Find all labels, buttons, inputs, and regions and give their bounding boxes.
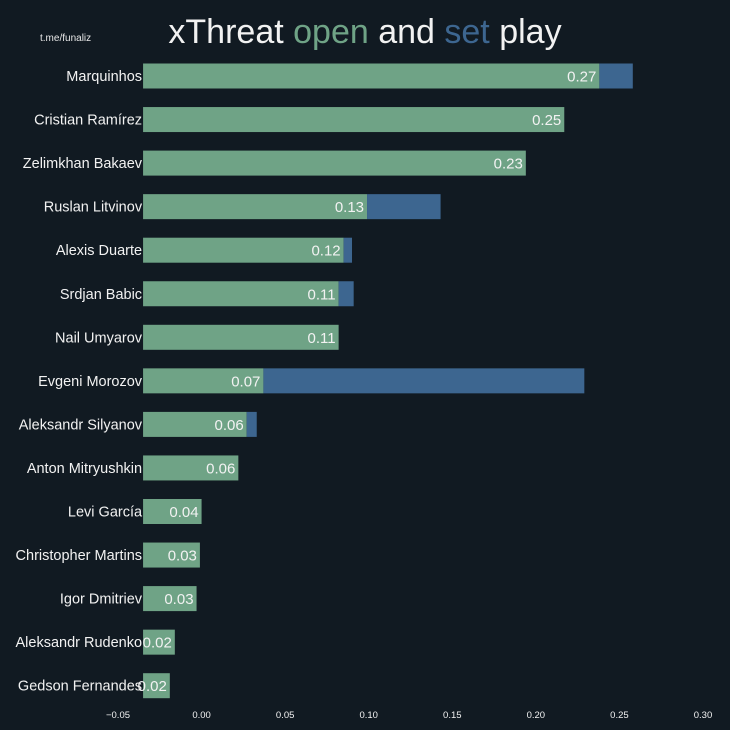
category-label-7: Evgeni Morozov bbox=[38, 374, 143, 390]
bar-set-5 bbox=[338, 281, 354, 307]
bar-open-7 bbox=[143, 368, 264, 394]
x-tick-label-1: 0.00 bbox=[192, 710, 211, 721]
category-label-12: Igor Dmitriev bbox=[60, 592, 143, 608]
category-label-13: Aleksandr Rudenko bbox=[16, 635, 143, 651]
bar-value-label-14: 0.02 bbox=[138, 678, 167, 695]
category-label-4: Alexis Duarte bbox=[56, 243, 142, 259]
bar-set-0 bbox=[599, 63, 633, 89]
title-part-0: xThreat bbox=[168, 13, 293, 51]
bar-open-9 bbox=[143, 455, 239, 481]
x-axis-ticks-group: −0.05 0.00 0.05 0.10 0.15 0.20 0.25 0.30 bbox=[106, 710, 712, 721]
chart-title: xThreat open and set play bbox=[168, 13, 561, 51]
bars-group: 0.27 0.25 0.23 0.13 0.12 0.11 0.11 0.07 0.06 0.06… bbox=[138, 63, 633, 699]
bar-value-label-8: 0.06 bbox=[214, 417, 243, 434]
bar-value-label-1: 0.25 bbox=[532, 112, 561, 129]
title-part-2: and bbox=[369, 13, 445, 51]
bar-open-14 bbox=[143, 673, 170, 699]
x-tick-label-0: −0.05 bbox=[106, 710, 130, 721]
category-label-0: Marquinhos bbox=[66, 69, 142, 85]
bar-value-label-2: 0.23 bbox=[494, 156, 523, 173]
category-label-8: Aleksandr Silyanov bbox=[19, 417, 143, 433]
title-part-4: play bbox=[490, 13, 562, 51]
watermark: t.me/funaliz bbox=[40, 33, 91, 44]
x-tick-label-2: 0.05 bbox=[276, 710, 295, 721]
x-tick-label-6: 0.25 bbox=[610, 710, 629, 721]
x-tick-label-7: 0.30 bbox=[694, 710, 713, 721]
category-label-1: Cristian Ramírez bbox=[34, 113, 142, 129]
category-label-6: Nail Umyarov bbox=[55, 330, 143, 346]
category-label-9: Anton Mitryushkin bbox=[27, 461, 142, 477]
category-label-11: Christopher Martins bbox=[16, 548, 143, 564]
category-label-14: Gedson Fernandes bbox=[18, 679, 142, 695]
bar-value-label-5: 0.11 bbox=[308, 286, 336, 303]
bar-open-11 bbox=[143, 542, 200, 568]
bar-value-label-3: 0.13 bbox=[335, 199, 364, 216]
bar-open-8 bbox=[143, 411, 247, 437]
bar-open-3 bbox=[143, 194, 368, 220]
bar-set-8 bbox=[246, 411, 257, 437]
bar-set-3 bbox=[367, 194, 441, 220]
bar-open-2 bbox=[143, 150, 526, 176]
bar-open-0 bbox=[143, 63, 600, 89]
bar-set-7 bbox=[263, 368, 585, 394]
bar-open-12 bbox=[143, 586, 197, 612]
category-label-5: Srdjan Babic bbox=[60, 287, 142, 303]
category-labels-group: Marquinhos Cristian Ramírez Zelimkhan Baka… bbox=[16, 69, 143, 695]
category-label-3: Ruslan Litvinov bbox=[44, 200, 143, 216]
bar-value-label-7: 0.07 bbox=[231, 373, 260, 390]
bar-value-label-4: 0.12 bbox=[311, 243, 340, 260]
category-label-2: Zelimkhan Bakaev bbox=[23, 156, 143, 172]
bar-open-5 bbox=[143, 281, 339, 307]
bar-open-10 bbox=[143, 499, 202, 524]
bar-value-label-0: 0.27 bbox=[567, 69, 596, 86]
bar-open-13 bbox=[143, 629, 175, 655]
x-tick-label-5: 0.20 bbox=[527, 710, 546, 721]
x-tick-label-4: 0.15 bbox=[443, 710, 462, 721]
bar-open-4 bbox=[143, 237, 344, 263]
bar-open-1 bbox=[143, 107, 565, 133]
category-label-10: Levi García bbox=[68, 505, 143, 521]
bar-value-label-10: 0.04 bbox=[169, 504, 198, 521]
bar-value-label-13: 0.02 bbox=[143, 635, 172, 652]
bar-value-label-11: 0.03 bbox=[168, 548, 197, 565]
bar-value-label-12: 0.03 bbox=[164, 591, 193, 608]
bar-value-label-6: 0.11 bbox=[308, 330, 336, 347]
bar-open-6 bbox=[143, 324, 339, 350]
title-part-1: open bbox=[293, 13, 369, 51]
bar-set-4 bbox=[343, 237, 352, 263]
bar-value-label-9: 0.06 bbox=[206, 460, 235, 477]
x-tick-label-3: 0.10 bbox=[359, 710, 378, 721]
title-part-3: set bbox=[444, 13, 490, 51]
